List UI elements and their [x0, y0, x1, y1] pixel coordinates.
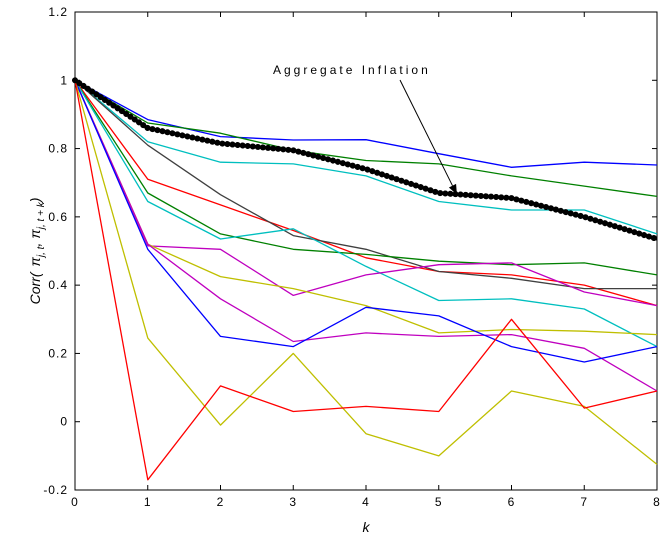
y-axis-sym1: π: [27, 256, 43, 266]
x-tick-label: 4: [362, 495, 370, 509]
x-tick-label: 5: [435, 495, 443, 509]
series-line-12: [74, 80, 658, 465]
series-line-8: [74, 80, 658, 307]
y-tick-label: 0.6: [48, 210, 68, 224]
annotation-arrow: [399, 79, 453, 186]
annotation-arrowhead: [448, 183, 457, 195]
annotation-group: Aggregate Inflation: [273, 63, 457, 195]
y-axis-comma: ,: [27, 243, 43, 247]
y-axis-sym2: π: [27, 229, 43, 239]
y-tick-label: -0.2: [43, 483, 68, 497]
x-axis-label: k: [363, 519, 371, 535]
y-tick-label: 1.2: [48, 5, 68, 19]
x-tick-label: 0: [71, 495, 79, 509]
series-line-10: [74, 80, 658, 392]
series-line-5: [74, 79, 657, 290]
y-tick-label: 1: [60, 73, 68, 87]
y-axis-sub2: j, t + k: [36, 201, 47, 231]
x-tick-label: 8: [653, 495, 660, 509]
y-axis-suffix: ): [27, 198, 43, 205]
y-axis-sub1: j, t: [36, 245, 47, 259]
series-line-13: [74, 80, 658, 481]
series-line-7: [74, 79, 658, 348]
x-tick-label: 7: [580, 495, 588, 509]
y-tick-label: 0: [60, 415, 68, 429]
series-markers-aggregate: [72, 77, 660, 242]
x-tick-label: 3: [289, 495, 297, 509]
series-line-1: [74, 79, 658, 168]
y-axis-prefix: Corr(: [27, 271, 43, 304]
series-line-9: [74, 80, 658, 336]
y-tick-label: 0.2: [48, 346, 68, 360]
series-line-6: [74, 79, 658, 276]
y-axis-label: Corr(πj, t,πj, t + k): [27, 198, 47, 305]
x-tick-label: 2: [217, 495, 225, 509]
x-tick-label: 1: [144, 495, 152, 509]
series-line-2: [74, 79, 658, 198]
plot-area: [74, 11, 658, 491]
series-line-11: [74, 80, 658, 363]
y-tick-label: 0.8: [48, 142, 68, 156]
y-tick-label: 0.4: [48, 278, 68, 292]
axis-ticks: 0 1 2 3 4 5 6 7 8-0.200.20.40.60.811.2: [43, 5, 660, 509]
x-tick-label: 6: [508, 495, 516, 509]
series-group: [72, 77, 660, 481]
annotation-label: Aggregate Inflation: [273, 63, 431, 77]
